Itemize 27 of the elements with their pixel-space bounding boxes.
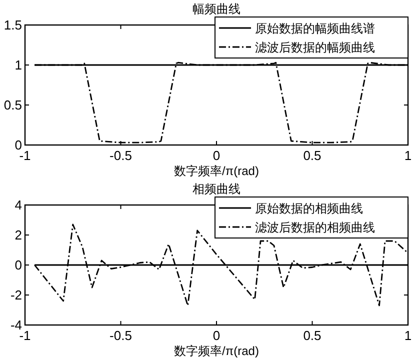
- y-tick-label: 4: [14, 198, 22, 212]
- x-tick-label: -1: [19, 148, 31, 163]
- y-tick-label: 1: [14, 58, 22, 72]
- x-axis-title: 数字频率/π(rad): [174, 164, 259, 178]
- chart-title: 相频曲线: [192, 182, 240, 196]
- x-tick-label: 0: [212, 328, 220, 343]
- x-tick-label: 0: [212, 148, 220, 163]
- chart-title: 幅频曲线: [192, 2, 240, 16]
- x-tick-label: -0.5: [110, 148, 132, 163]
- x-tick-label: 1: [404, 148, 412, 163]
- legend-label: 滤波后数据的幅频曲线: [255, 40, 375, 54]
- y-tick-label: 0: [14, 258, 22, 272]
- y-tick-label: -4: [10, 318, 22, 332]
- y-tick-label: 1.5: [4, 18, 22, 32]
- x-tick-label: 0.5: [303, 148, 322, 163]
- x-tick-label: 1: [404, 328, 412, 343]
- x-tick-label: 0.5: [303, 328, 322, 343]
- x-tick-label: -0.5: [110, 328, 132, 343]
- x-tick-label: -1: [19, 328, 31, 343]
- y-tick-label: 0: [14, 138, 22, 152]
- y-tick-label: -2: [10, 288, 22, 302]
- y-tick-label: 0.5: [4, 98, 22, 112]
- y-tick-label: 2: [14, 228, 22, 242]
- x-axis-title: 数字频率/π(rad): [174, 344, 259, 358]
- legend-label: 原始数据的相频曲线: [255, 202, 363, 216]
- legend-label: 原始数据的幅频曲线谱: [255, 22, 375, 36]
- legend-label: 滤波后数据的相频曲线: [255, 220, 375, 234]
